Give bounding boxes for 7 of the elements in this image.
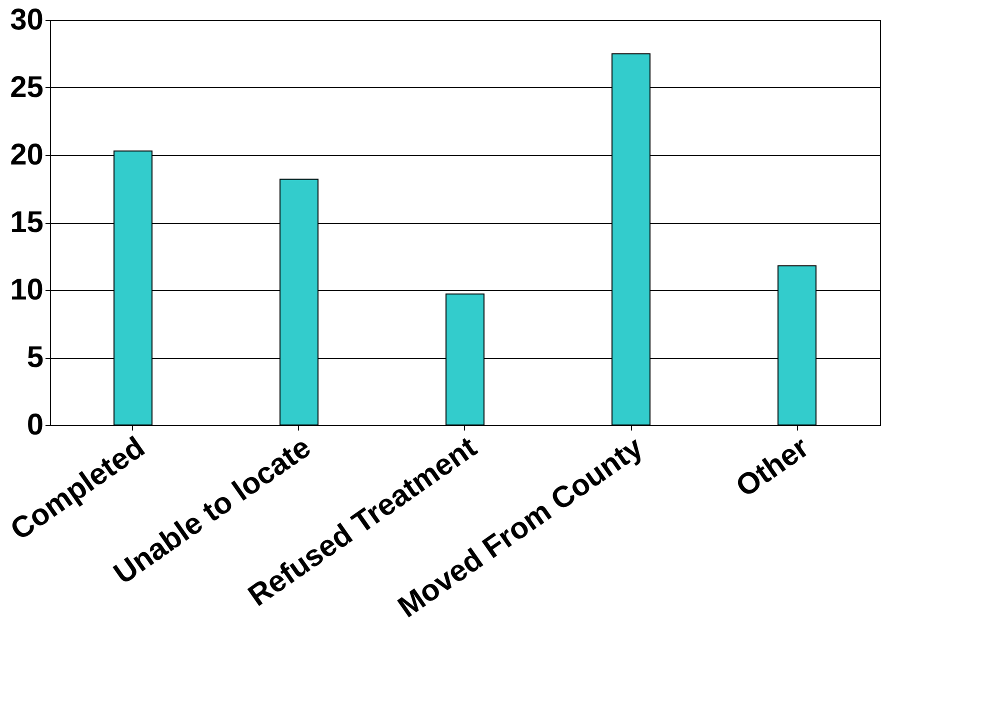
y-tick-label: 15 <box>10 206 44 239</box>
y-tick-label: 10 <box>10 274 44 306</box>
y-tick-label: 5 <box>26 341 44 374</box>
y-tick-label: 20 <box>10 138 44 172</box>
y-tick-label: 0 <box>26 408 44 442</box>
y-tick-label: 30 <box>10 4 44 36</box>
y-tick-label: 25 <box>10 71 44 104</box>
